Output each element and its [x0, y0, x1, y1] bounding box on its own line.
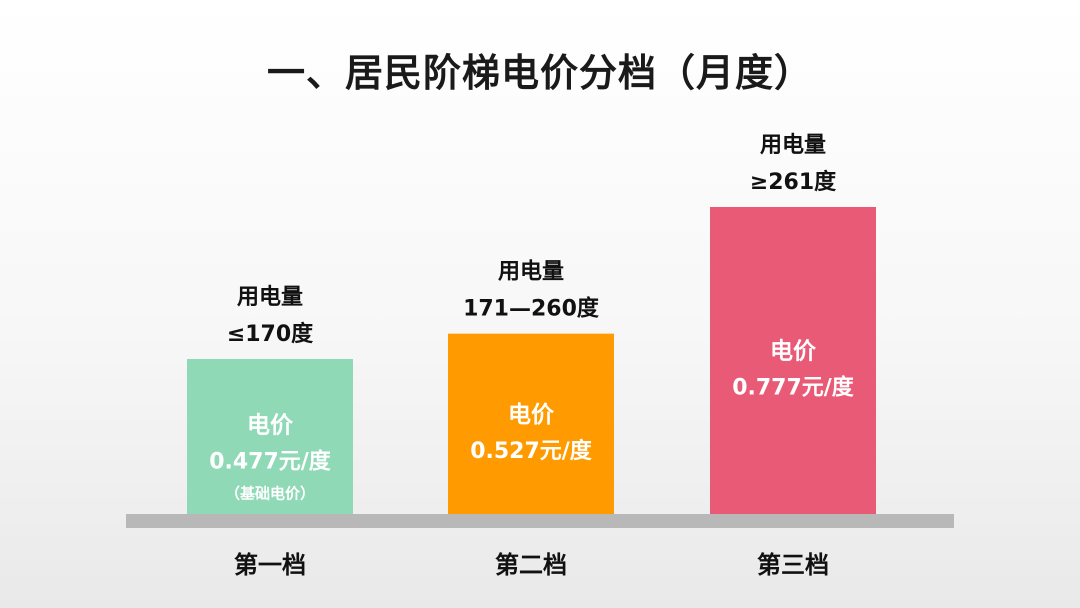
usage-title-label: 用电量 [237, 285, 303, 310]
chart-baseline [126, 514, 954, 528]
usage-title-label: 用电量 [498, 260, 564, 285]
price-value-label: 0.527元/度 [470, 438, 593, 464]
category-label: 第一档 [234, 551, 306, 579]
bar-tier-1 [187, 359, 353, 514]
price-value-label: 0.777元/度 [732, 375, 855, 401]
usage-title-label: 用电量 [760, 133, 826, 158]
price-value-label: 0.477元/度 [209, 449, 332, 475]
usage-range-label: ≥261度 [750, 169, 837, 195]
price-title-label: 电价 [770, 339, 817, 365]
bar-tier-2 [448, 333, 614, 514]
usage-range-label: ≤170度 [227, 321, 314, 347]
category-label: 第二档 [495, 551, 567, 579]
chart-title: 一、居民阶梯电价分档（月度） [266, 51, 813, 95]
bar-tier-3 [710, 207, 876, 514]
category-label: 第三档 [757, 551, 829, 579]
price-note-label: （基础电价） [225, 485, 315, 503]
price-title-label: 电价 [508, 402, 555, 428]
price-title-label: 电价 [247, 413, 294, 439]
usage-range-label: 171—260度 [463, 296, 600, 322]
